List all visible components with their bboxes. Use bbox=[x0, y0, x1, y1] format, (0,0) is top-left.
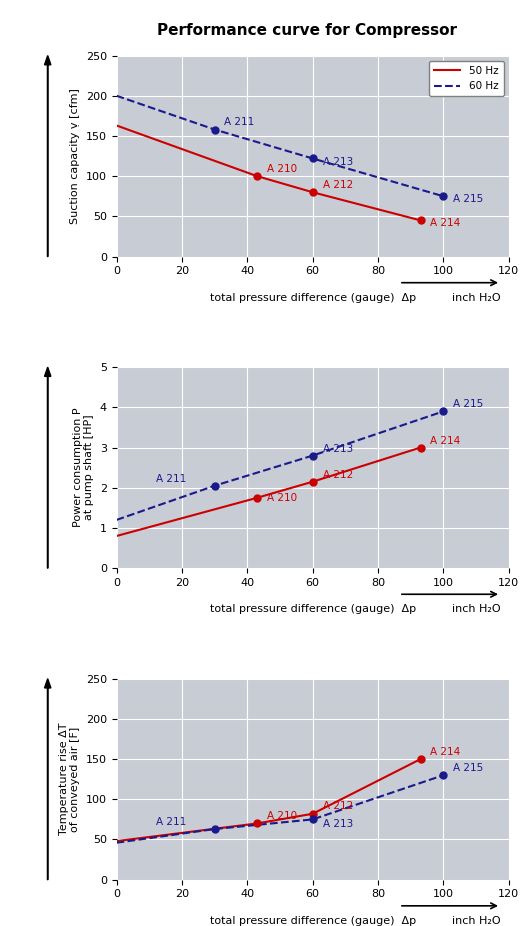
Legend: 50 Hz, 60 Hz: 50 Hz, 60 Hz bbox=[429, 61, 503, 96]
Y-axis label: Power consumption P
at pump shaft [HP]: Power consumption P at pump shaft [HP] bbox=[73, 407, 94, 528]
Text: inch H₂O: inch H₂O bbox=[452, 605, 501, 614]
Text: total pressure difference (gauge)  Δp: total pressure difference (gauge) Δp bbox=[210, 605, 416, 614]
Text: A 213: A 213 bbox=[322, 444, 353, 454]
Text: A 213: A 213 bbox=[322, 819, 353, 829]
Text: A 210: A 210 bbox=[267, 493, 297, 503]
Text: A 215: A 215 bbox=[453, 399, 483, 409]
Text: A 213: A 213 bbox=[322, 156, 353, 167]
Text: total pressure difference (gauge)  Δp: total pressure difference (gauge) Δp bbox=[210, 916, 416, 926]
Text: A 215: A 215 bbox=[453, 763, 483, 773]
Text: A 214: A 214 bbox=[430, 219, 461, 229]
Text: inch H₂O: inch H₂O bbox=[452, 293, 501, 303]
Y-axis label: Temperature rise ΔT
of conveyed air [F]: Temperature rise ΔT of conveyed air [F] bbox=[59, 723, 80, 835]
Text: A 214: A 214 bbox=[430, 746, 461, 757]
Text: inch H₂O: inch H₂O bbox=[452, 916, 501, 926]
Text: A 210: A 210 bbox=[267, 811, 297, 821]
Text: A 212: A 212 bbox=[322, 180, 353, 190]
Text: A 211: A 211 bbox=[225, 117, 255, 127]
Text: A 212: A 212 bbox=[322, 469, 353, 480]
Text: A 214: A 214 bbox=[430, 435, 461, 445]
Text: A 210: A 210 bbox=[267, 164, 297, 174]
Text: A 215: A 215 bbox=[453, 194, 483, 205]
Y-axis label: Suction capacity ṿ [cfm]: Suction capacity ṿ [cfm] bbox=[70, 88, 80, 224]
Text: A 211: A 211 bbox=[156, 817, 186, 827]
Text: A 212: A 212 bbox=[322, 801, 353, 811]
Text: total pressure difference (gauge)  Δp: total pressure difference (gauge) Δp bbox=[210, 293, 416, 303]
Text: Performance curve for Compressor: Performance curve for Compressor bbox=[157, 23, 457, 38]
Text: A 211: A 211 bbox=[156, 474, 186, 483]
